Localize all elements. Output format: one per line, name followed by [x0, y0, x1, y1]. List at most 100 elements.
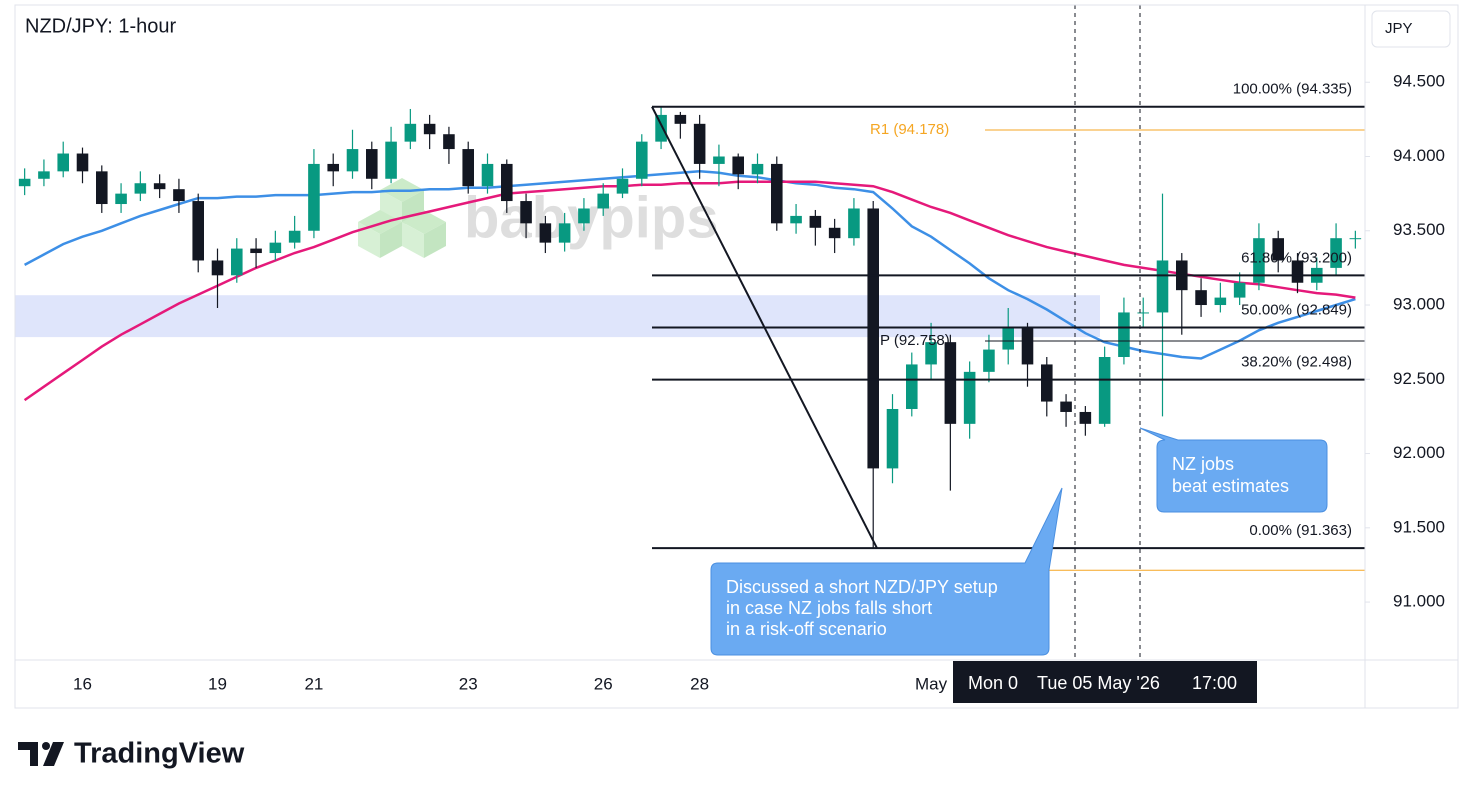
chart-frame — [14, 4, 1459, 709]
candle-body — [520, 201, 532, 224]
candle-body — [211, 260, 224, 276]
y-tick-label: 94.500 — [1393, 72, 1445, 91]
crosshair-label: 17:00 — [1192, 673, 1237, 693]
candle-body — [867, 208, 879, 469]
candle-body — [1233, 282, 1246, 298]
candle-body — [771, 163, 783, 224]
candle-body — [983, 349, 995, 372]
x-tick-label: 16 — [73, 674, 92, 693]
candle-body — [1079, 411, 1092, 424]
y-tick-label: 94.000 — [1393, 146, 1445, 165]
candle-body — [597, 193, 609, 209]
candle-body — [693, 123, 706, 164]
candle-body — [539, 223, 552, 243]
candle-body — [308, 163, 320, 231]
x-tick-label: 23 — [459, 674, 478, 693]
candle-body — [96, 171, 108, 205]
candle-body — [173, 189, 185, 202]
candle-body — [1291, 260, 1304, 283]
axis-layer: 91.000 91.500 92.000 92.500 93.000 93.500 94.0… — [73, 72, 1445, 694]
candle-body — [944, 342, 957, 424]
x-tick-label: May — [915, 674, 948, 693]
candle-body — [385, 141, 397, 179]
candle-body — [1002, 327, 1014, 350]
y-tick-label: 92.000 — [1393, 443, 1445, 462]
candle-body — [1330, 238, 1342, 268]
candle-body — [578, 208, 590, 224]
brand-name: TradingView — [74, 738, 245, 770]
candle-body — [809, 215, 822, 228]
candle-body — [790, 215, 802, 224]
candle-body — [558, 223, 571, 243]
callout-text: Discussed a short NZD/JPY setup — [726, 577, 998, 597]
candle-body — [848, 208, 860, 239]
x-tick-label: 28 — [690, 674, 709, 693]
candle-body — [1349, 238, 1362, 240]
fib-label: 38.20% (92.498) — [1241, 354, 1352, 371]
candle-body — [327, 163, 339, 172]
candle-body — [1195, 290, 1207, 306]
fib-label: 50.00% (92.849) — [1241, 301, 1352, 318]
candle-body — [1041, 364, 1053, 402]
x-tick-label: 21 — [304, 674, 323, 693]
candle-body — [57, 153, 69, 172]
crosshair-label-box — [1029, 661, 1257, 703]
currency-box — [1371, 10, 1451, 48]
candle-body — [1214, 297, 1227, 306]
candle-body — [288, 230, 301, 243]
candle-body — [1272, 238, 1284, 261]
candle-body — [886, 408, 899, 469]
candle-body — [192, 201, 204, 261]
candle-body — [1156, 260, 1169, 313]
candle-body — [828, 227, 841, 239]
currency-label: JPY — [1385, 20, 1413, 37]
candle-body — [963, 371, 976, 424]
pivot-label: P (92.758) — [880, 332, 950, 349]
candle-body — [655, 114, 667, 142]
fib-trend-line — [651, 106, 878, 549]
candle-body — [1118, 312, 1130, 358]
candle-body — [153, 183, 166, 190]
callout-box — [710, 487, 1063, 656]
pivot-label: R1 (94.178) — [870, 121, 949, 138]
zone-layer — [15, 295, 1100, 338]
brand-logo — [18, 742, 64, 766]
fib-label: 100.00% (94.335) — [1233, 81, 1352, 98]
callout-text: in case NZ jobs falls short — [726, 598, 932, 618]
candle-body — [906, 364, 918, 409]
candle-body — [925, 342, 937, 365]
candle-body — [76, 153, 89, 172]
fib-label: 61.80% (93.200) — [1241, 249, 1352, 266]
candle-body — [1021, 327, 1034, 365]
candle-body — [250, 248, 262, 254]
candle-body — [18, 178, 31, 187]
candle-body — [346, 149, 359, 172]
candle-body — [115, 193, 127, 205]
x-tick-label: 19 — [208, 674, 227, 693]
candle-body — [462, 149, 474, 187]
x-tick-label: 26 — [594, 674, 613, 693]
candle-body — [751, 163, 764, 175]
candle-body — [674, 114, 687, 124]
crosshair-label: Mon 0 — [968, 673, 1018, 693]
candle-body — [423, 123, 436, 135]
callout-text: NZ jobs — [1172, 454, 1234, 474]
candle-body — [616, 178, 629, 194]
candle-body — [732, 156, 744, 175]
callout-box — [1139, 427, 1328, 513]
candle-body — [481, 163, 494, 187]
candle-body — [366, 149, 378, 179]
candle-layer — [18, 106, 1362, 549]
crosshair-label: Tue 05 May '26 — [1037, 673, 1160, 693]
moving-average — [24, 170, 1356, 360]
candle-body — [269, 242, 282, 254]
y-tick-label: 91.000 — [1393, 592, 1445, 611]
candle-body — [38, 171, 50, 179]
candle-body — [134, 183, 147, 194]
candle-body — [231, 248, 243, 276]
candle-body — [1060, 401, 1072, 412]
candle-body — [636, 141, 648, 179]
candle-body — [404, 123, 417, 142]
candle-body — [1098, 357, 1111, 424]
chart-title: NZD/JPY: 1-hour — [25, 15, 177, 37]
